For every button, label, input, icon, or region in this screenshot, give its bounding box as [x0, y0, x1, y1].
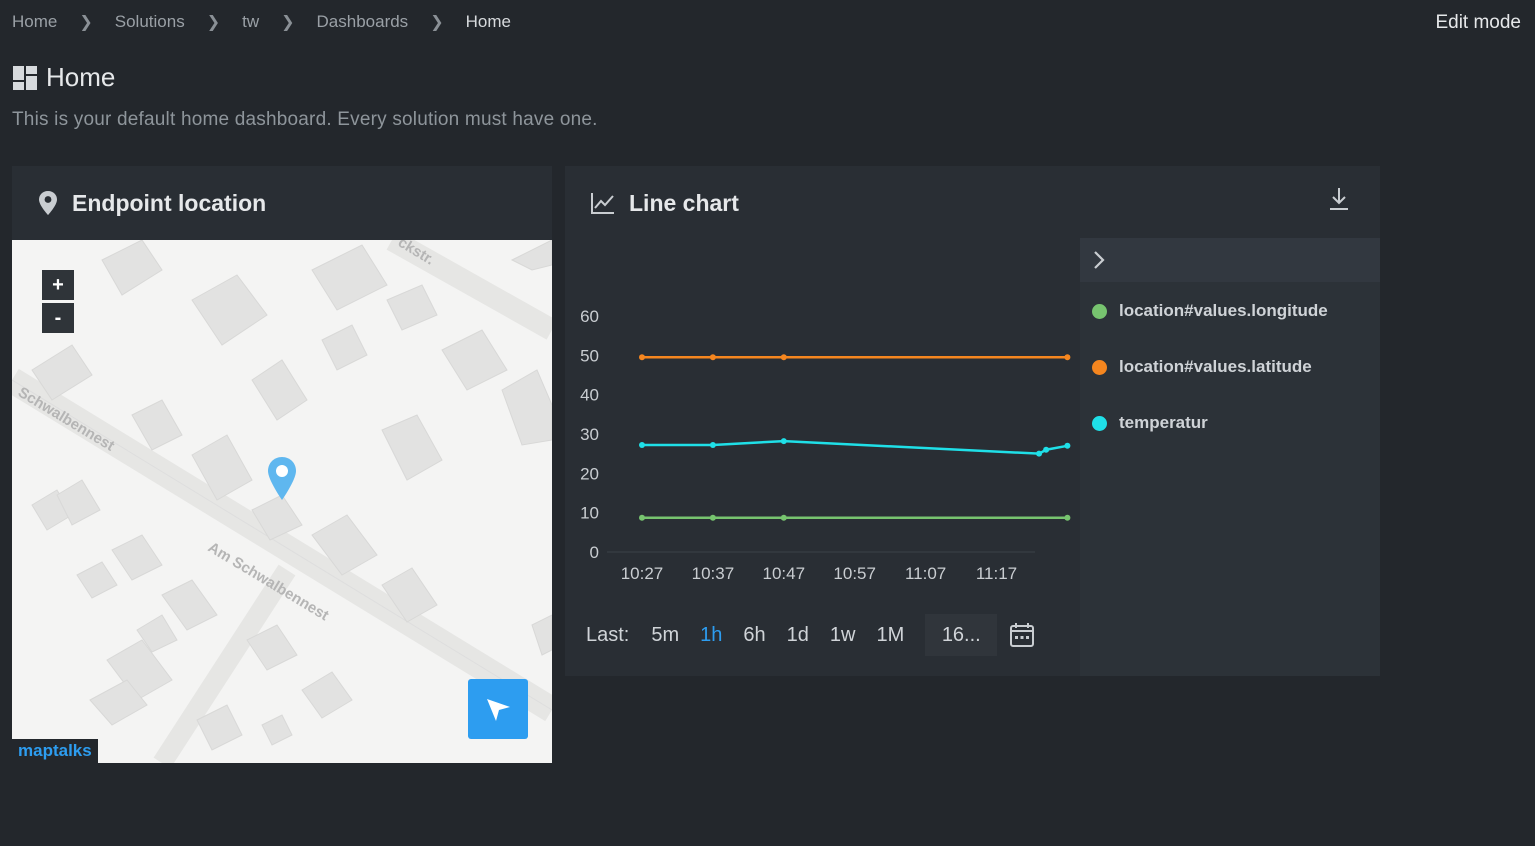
range-option-1h[interactable]: 1h [700, 623, 723, 646]
data-point [709, 442, 716, 449]
chevron-right-icon [1094, 251, 1105, 269]
zoom-in-button[interactable]: + [42, 270, 74, 300]
locate-button[interactable] [468, 679, 528, 739]
range-option-6h[interactable]: 6h [743, 623, 766, 646]
y-tick-label: 20 [580, 464, 599, 483]
street-label: Schwalbennest [15, 384, 117, 455]
data-point [1036, 450, 1043, 457]
range-label: Last: [586, 623, 630, 646]
chevron-right-icon: ❯ [430, 14, 444, 31]
map-tiles: Schwalbennest Am Schwalbennest ckstr. [12, 240, 552, 763]
data-point [639, 354, 645, 361]
card-header: Line chart [565, 166, 1380, 240]
page-title: Home [12, 62, 115, 93]
cursor-arrow-icon [487, 699, 510, 721]
chevron-right-icon: ❯ [206, 14, 221, 31]
legend-label: temperatur [1119, 413, 1208, 432]
data-point [709, 354, 716, 361]
page-subtitle: This is your default home dashboard. Eve… [12, 109, 598, 130]
legend-items: location#values.longitude location#values… [1080, 282, 1380, 451]
range-option-5m[interactable]: 5m [651, 623, 680, 646]
data-point [1064, 354, 1071, 361]
x-tick-label: 10:27 [621, 564, 664, 583]
y-tick-label: 30 [580, 425, 599, 444]
dashboard-icon [13, 65, 37, 90]
range-option-1M[interactable]: 1M [876, 623, 905, 646]
breadcrumb-home[interactable]: Home [12, 12, 58, 31]
data-point [639, 442, 645, 449]
legend-item[interactable]: temperatur [1080, 395, 1380, 451]
breadcrumb-current: Home [465, 12, 511, 31]
endpoint-location-card: Endpoint location [12, 166, 552, 763]
map-view[interactable]: Schwalbennest Am Schwalbennest ckstr. + … [12, 240, 552, 763]
data-point [1064, 442, 1071, 449]
data-point [780, 354, 787, 361]
card-title: Line chart [629, 189, 739, 216]
y-tick-label: 60 [580, 307, 599, 326]
breadcrumb-solutions[interactable]: Solutions [114, 12, 185, 31]
download-button[interactable] [1328, 186, 1350, 217]
chevron-right-icon: ❯ [281, 14, 295, 31]
legend-item[interactable]: location#values.latitude [1080, 339, 1380, 395]
x-tick-label: 10:37 [692, 564, 735, 583]
page-title-text: Home [46, 62, 116, 92]
series-line-2 [642, 439, 1068, 455]
x-tick-label: 11:17 [976, 564, 1017, 583]
x-tick-label: 10:57 [833, 564, 876, 583]
data-point [639, 514, 645, 521]
legend-color-dot [1092, 415, 1107, 431]
legend-item[interactable]: location#values.longitude [1080, 283, 1380, 339]
legend-color-dot [1092, 359, 1107, 375]
time-range-selector: Last: 5m 1h 6h 1d 1w 1M 16... [586, 614, 1035, 656]
range-option-1w[interactable]: 1w [829, 623, 856, 646]
x-tick-label: 10:47 [763, 564, 806, 583]
edit-mode-button[interactable]: Edit mode [1435, 12, 1521, 33]
y-tick-label: 50 [580, 346, 599, 365]
y-tick-label: 10 [580, 504, 599, 523]
breadcrumb-dashboards[interactable]: Dashboards [316, 12, 409, 31]
line-chart-card: Line chart 0 10 20 30 40 50 60 10:27 10:37 10:47 1… [565, 166, 1380, 676]
legend-toggle[interactable] [1080, 238, 1380, 282]
calendar-icon [1010, 623, 1035, 647]
chevron-right-icon: ❯ [79, 14, 93, 31]
legend-label: location#values.latitude [1119, 357, 1312, 376]
map-attribution-link[interactable]: maptalks [12, 739, 98, 763]
data-point [780, 438, 787, 445]
breadcrumb-tw[interactable]: tw [242, 12, 260, 31]
line-chart-icon [591, 192, 615, 214]
data-point [1043, 446, 1050, 453]
download-icon [1330, 188, 1348, 210]
data-point [1064, 514, 1071, 521]
legend-label: location#values.longitude [1119, 301, 1328, 320]
data-point [709, 514, 716, 521]
card-header: Endpoint location [12, 166, 552, 240]
calendar-button[interactable] [1009, 622, 1035, 648]
date-range-field[interactable]: 16... [925, 614, 998, 656]
line-chart-plot[interactable]: 0 10 20 30 40 50 60 10:27 10:37 10:47 10:57 11:07 11… [565, 240, 1080, 600]
x-tick-label: 11:07 [905, 564, 946, 583]
legend-color-dot [1092, 303, 1107, 319]
map-pin-icon [38, 190, 58, 216]
range-option-1d[interactable]: 1d [786, 623, 809, 646]
y-tick-label: 0 [590, 543, 599, 562]
location-marker-icon[interactable] [268, 457, 296, 500]
breadcrumb: Home ❯ Solutions ❯ tw ❯ Dashboards ❯ Hom… [12, 12, 511, 32]
card-title: Endpoint location [72, 189, 267, 216]
chart-legend: location#values.longitude location#values… [1080, 238, 1380, 676]
zoom-out-button[interactable]: - [42, 303, 74, 333]
data-point [780, 514, 787, 521]
y-tick-label: 40 [580, 386, 599, 405]
